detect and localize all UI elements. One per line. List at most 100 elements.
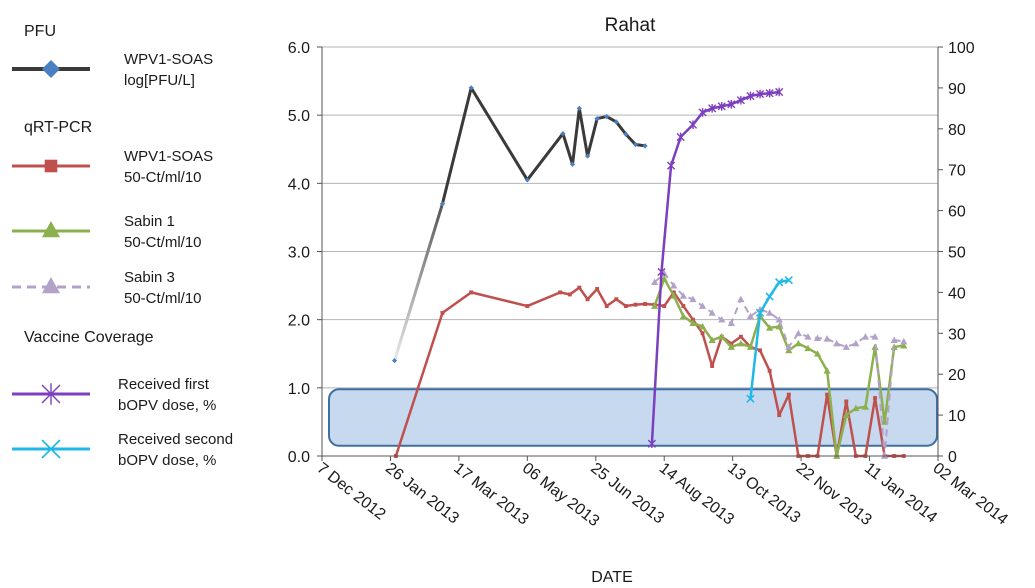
data-point <box>670 292 678 299</box>
y2-tick-label: 90 <box>948 81 966 98</box>
y2-tick-label: 20 <box>948 367 966 384</box>
data-point <box>861 403 870 410</box>
data-point <box>643 302 648 306</box>
data-point <box>718 316 726 323</box>
y2-tick-label: 50 <box>948 245 966 262</box>
data-point <box>569 161 576 167</box>
data-point <box>844 399 849 404</box>
series-5 <box>746 275 793 403</box>
x-tick-label: 13 Oct 2013 <box>724 460 803 527</box>
legend-group-vaccine: Vaccine Coverage <box>24 329 154 346</box>
y-tick-label: 2.0 <box>288 313 310 330</box>
x-tick-label: 17 Mar 2013 <box>450 460 531 529</box>
series-0 <box>391 85 648 364</box>
data-point <box>632 141 639 148</box>
data-point <box>900 341 908 349</box>
data-point <box>738 334 743 339</box>
data-point <box>657 267 666 277</box>
data-point <box>833 339 841 347</box>
data-point <box>558 290 563 295</box>
data-point <box>871 333 879 340</box>
data-point <box>676 132 685 142</box>
data-point <box>746 394 755 403</box>
data-point <box>688 120 698 130</box>
series-line <box>749 278 790 399</box>
y-tick-label: 1.0 <box>288 381 310 398</box>
data-point <box>662 304 667 308</box>
data-point <box>651 302 659 309</box>
legend-item: Sabin 3 50-Ct/ml/10 <box>12 269 202 307</box>
data-point <box>613 119 619 125</box>
data-point <box>524 177 530 183</box>
data-point <box>890 336 898 343</box>
series-3 <box>651 269 908 459</box>
legend-label: bOPV dose, % <box>118 397 216 414</box>
data-point <box>746 91 755 101</box>
data-point <box>766 324 774 331</box>
data-point <box>784 275 793 285</box>
data-point <box>42 277 60 294</box>
data-point <box>468 85 474 91</box>
data-point <box>804 333 812 340</box>
data-point <box>813 350 822 357</box>
data-point <box>633 302 638 307</box>
data-point <box>758 348 763 353</box>
legend-label: Sabin 1 <box>124 213 175 230</box>
legend-label: WPV1-SOAS <box>124 148 213 165</box>
data-point <box>525 304 530 308</box>
data-point <box>785 346 793 354</box>
data-point <box>595 287 600 291</box>
series-line <box>650 90 780 444</box>
data-point <box>794 339 802 347</box>
data-point <box>440 310 445 315</box>
data-point <box>775 278 784 287</box>
data-point <box>577 285 582 290</box>
data-point <box>689 319 697 326</box>
data-point <box>746 343 755 350</box>
y-tick-label: 4.0 <box>288 176 310 193</box>
y2-tick-label: 40 <box>948 285 966 302</box>
data-point <box>700 331 705 336</box>
data-point <box>727 343 735 350</box>
data-point <box>765 88 774 98</box>
y-tick-label: 5.0 <box>288 108 310 125</box>
data-point <box>594 115 600 122</box>
data-point <box>41 383 61 405</box>
x-tick-label: 14 Aug 2013 <box>656 460 737 529</box>
data-point <box>736 95 745 105</box>
data-point <box>614 297 619 302</box>
data-point <box>813 334 822 341</box>
data-point <box>660 275 668 282</box>
data-point <box>777 413 782 418</box>
data-point <box>786 392 791 397</box>
data-point <box>391 357 398 364</box>
data-point <box>823 367 831 374</box>
y-tick-label: 0.0 <box>288 449 310 466</box>
data-point <box>585 297 590 302</box>
data-point <box>666 161 676 170</box>
data-point <box>708 309 716 316</box>
legend-label: 50-Ct/ml/10 <box>124 290 202 307</box>
series-4 <box>647 87 784 449</box>
x-tick-label: 02 Mar 2014 <box>930 460 1011 529</box>
data-point <box>861 333 870 340</box>
data-point <box>804 344 812 352</box>
x-tick-label: 7 Dec 2012 <box>314 460 389 524</box>
data-point <box>642 143 648 149</box>
legend-label: 50-Ct/ml/10 <box>124 169 202 186</box>
data-point <box>737 295 745 303</box>
legend-label: WPV1-SOAS <box>124 51 213 68</box>
y2-tick-label: 0 <box>948 449 957 466</box>
data-point <box>842 411 850 418</box>
data-point <box>576 105 582 111</box>
legend: PFU qRT-PCR Vaccine Coverage WPV1-SOAS log[P… <box>12 23 233 469</box>
data-point <box>785 343 793 350</box>
data-point <box>708 104 717 113</box>
gridlines <box>322 46 938 389</box>
legend-item: WPV1-SOAS 50-Ct/ml/10 <box>12 148 213 186</box>
legend-item: Sabin 1 50-Ct/ml/10 <box>12 213 202 251</box>
legend-label: bOPV dose, % <box>118 452 216 469</box>
legend-group-pfu: PFU <box>24 23 56 40</box>
data-point <box>852 404 860 412</box>
data-point <box>679 312 687 320</box>
